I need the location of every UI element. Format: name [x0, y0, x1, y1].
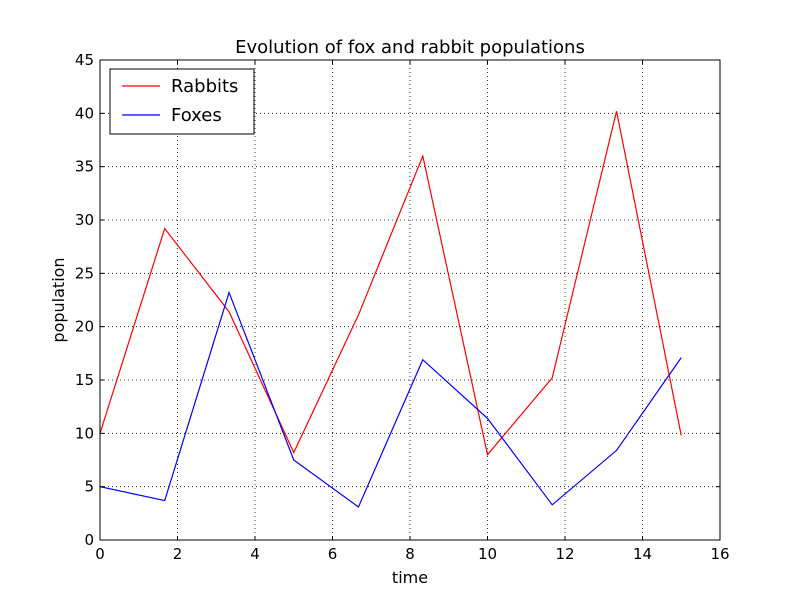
x-tick-label: 8 [405, 545, 415, 563]
axis-ticks: 0 2 4 6 8 10 12 14 16 0 5 10 15 20 25 30 35 40 45 [75, 51, 730, 563]
y-tick-label: 0 [84, 531, 94, 549]
series-line-rabbits [99, 111, 682, 456]
series-layer [99, 111, 682, 508]
x-tick-label: 12 [555, 545, 574, 563]
series-line-foxes [99, 290, 682, 508]
plot-area: 0 2 4 6 8 10 12 14 16 0 5 10 15 20 25 30 35 40 45 [75, 51, 730, 563]
y-tick-label: 10 [75, 424, 94, 442]
x-tick-label: 0 [95, 545, 105, 563]
y-tick-label: 40 [75, 104, 94, 122]
x-tick-label: 10 [478, 545, 497, 563]
chart-title: Evolution of fox and rabbit populations [235, 37, 585, 58]
y-tick-label: 25 [75, 264, 94, 282]
y-tick-label: 20 [75, 318, 94, 336]
x-tick-label: 14 [633, 545, 652, 563]
x-tick-label: 6 [328, 545, 338, 563]
legend-label-foxes: Foxes [171, 105, 222, 126]
y-tick-label: 45 [75, 51, 94, 69]
x-tick-label: 2 [173, 545, 183, 563]
x-tick-label: 16 [710, 545, 729, 563]
legend-box [109, 68, 255, 135]
y-tick-label: 30 [75, 211, 94, 229]
legend-label-rabbits: Rabbits [171, 76, 238, 97]
y-tick-label: 35 [75, 158, 94, 176]
legend: Rabbits Foxes [109, 68, 255, 135]
y-tick-label: 15 [75, 371, 94, 389]
y-tick-label: 5 [84, 478, 94, 496]
x-axis-label: time [392, 568, 428, 587]
x-tick-label: 4 [250, 545, 260, 563]
y-axis-label: population [49, 257, 68, 342]
